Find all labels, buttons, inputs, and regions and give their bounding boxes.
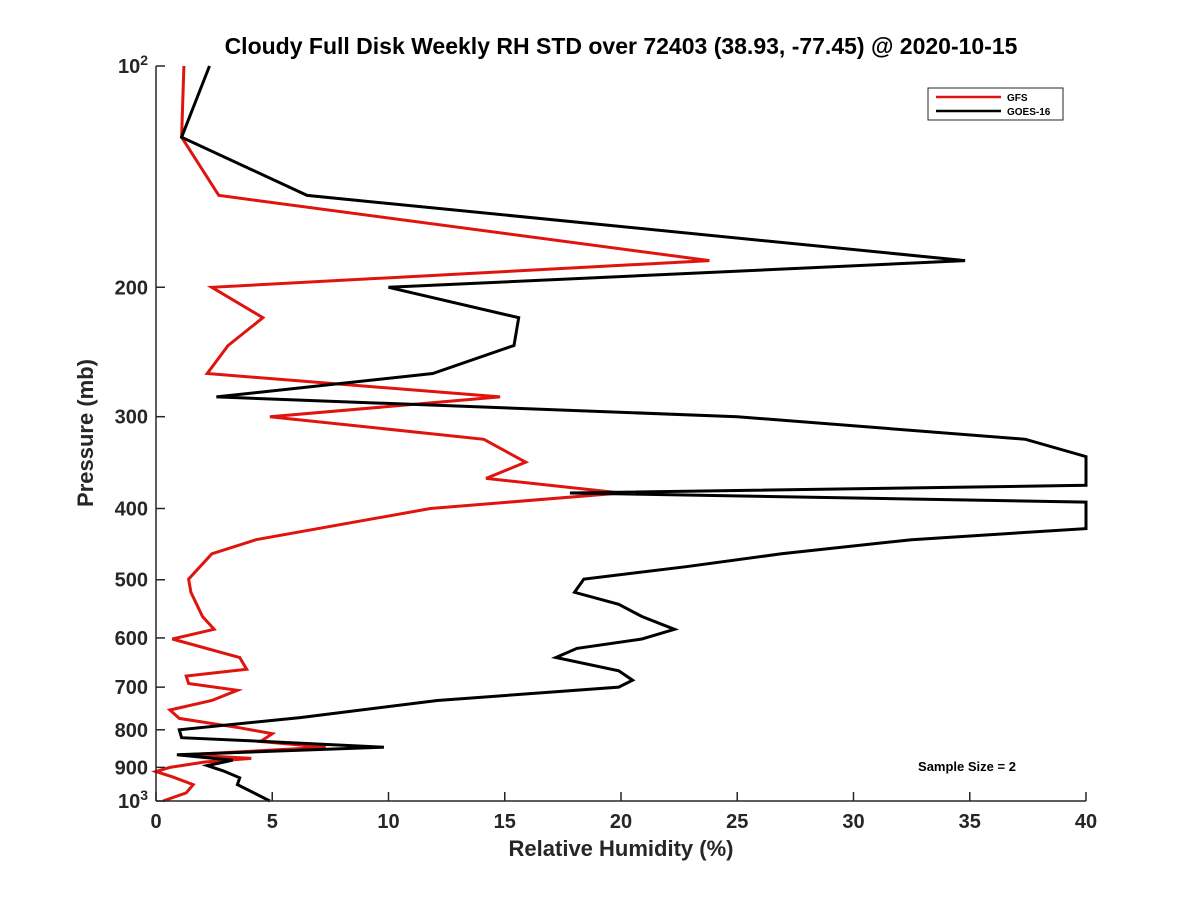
y-tick-label: 400 xyxy=(115,499,148,521)
y-tick-label: 102 xyxy=(118,52,148,78)
x-tick-label: 5 xyxy=(267,811,278,833)
series-line-goes-16 xyxy=(176,65,1088,803)
x-tick-label: 25 xyxy=(726,811,748,833)
x-axis-ticks: 0 5 10 15 20 25 30 35 40 xyxy=(150,792,1097,833)
x-tick-label: 0 xyxy=(150,811,161,833)
y-tick-label: 200 xyxy=(115,277,148,299)
legend[interactable]: GFS GOES-16 xyxy=(927,87,1064,121)
y-tick-label: 103 xyxy=(118,787,148,813)
x-tick-label: 40 xyxy=(1075,811,1097,833)
y-tick-label: 800 xyxy=(115,720,148,742)
y-tick-label: 500 xyxy=(115,570,148,592)
y-axis-ticks: 102 200 300 400 500 600 700 800 900 103 xyxy=(115,52,165,813)
series-line-gfs xyxy=(150,65,710,803)
y-tick-label: 900 xyxy=(115,757,148,779)
legend-box xyxy=(927,87,1064,121)
legend-label-goes16: GOES-16 xyxy=(1007,107,1051,118)
y-tick-label: 600 xyxy=(115,628,148,650)
plot-area xyxy=(156,66,1086,801)
y-tick-label: 700 xyxy=(115,677,148,699)
x-tick-label: 10 xyxy=(377,811,399,833)
series-layer xyxy=(150,65,1088,803)
legend-label-gfs: GFS xyxy=(1007,93,1028,104)
x-tick-label: 35 xyxy=(959,811,981,833)
chart-title: Cloudy Full Disk Weekly RH STD over 7240… xyxy=(225,33,1018,59)
y-tick-label: 300 xyxy=(115,407,148,429)
x-tick-label: 30 xyxy=(842,811,864,833)
x-tick-label: 15 xyxy=(494,811,516,833)
x-tick-label: 20 xyxy=(610,811,632,833)
sample-size-annotation: Sample Size = 2 xyxy=(918,759,1016,774)
x-axis-title: Relative Humidity (%) xyxy=(509,836,734,861)
y-axis-title: Pressure (mb) xyxy=(73,359,98,507)
